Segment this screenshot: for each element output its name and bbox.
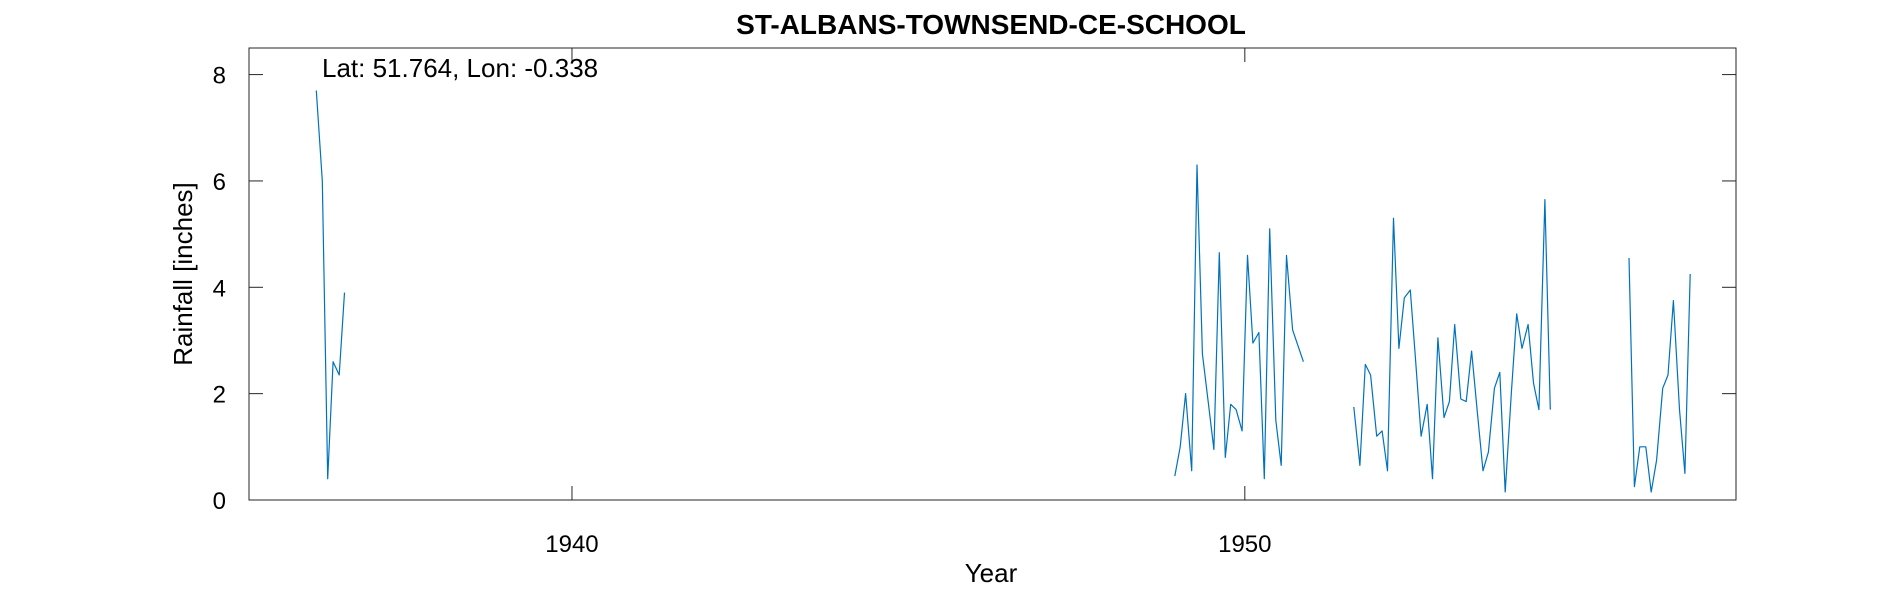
location-annotation: Lat: 51.764, Lon: -0.338 (322, 53, 598, 83)
chart-title: ST-ALBANS-TOWNSEND-CE-SCHOOL (736, 9, 1246, 40)
y-tick-label: 2 (213, 382, 226, 409)
series-line-segment (1628, 257, 1691, 493)
series-lines (315, 90, 1691, 493)
y-tick-label: 4 (213, 275, 226, 302)
series-line-segment (1353, 199, 1551, 493)
x-tick-label: 1940 (545, 531, 598, 558)
x-axis-label: Year (965, 558, 1018, 588)
y-axis-label: Rainfall [inches] (168, 182, 198, 366)
plot-area (248, 47, 1737, 501)
y-tick-label: 0 (213, 488, 226, 515)
axis-ticks (249, 48, 1736, 501)
y-tick-label: 8 (213, 63, 226, 90)
series-line-segment (1174, 164, 1304, 480)
y-tick-label: 6 (213, 169, 226, 196)
axis-tick-labels: 1940 1950 0 2 4 6 8 (213, 63, 1272, 558)
series-line-segment (315, 90, 346, 480)
x-tick-label: 1950 (1218, 531, 1271, 558)
